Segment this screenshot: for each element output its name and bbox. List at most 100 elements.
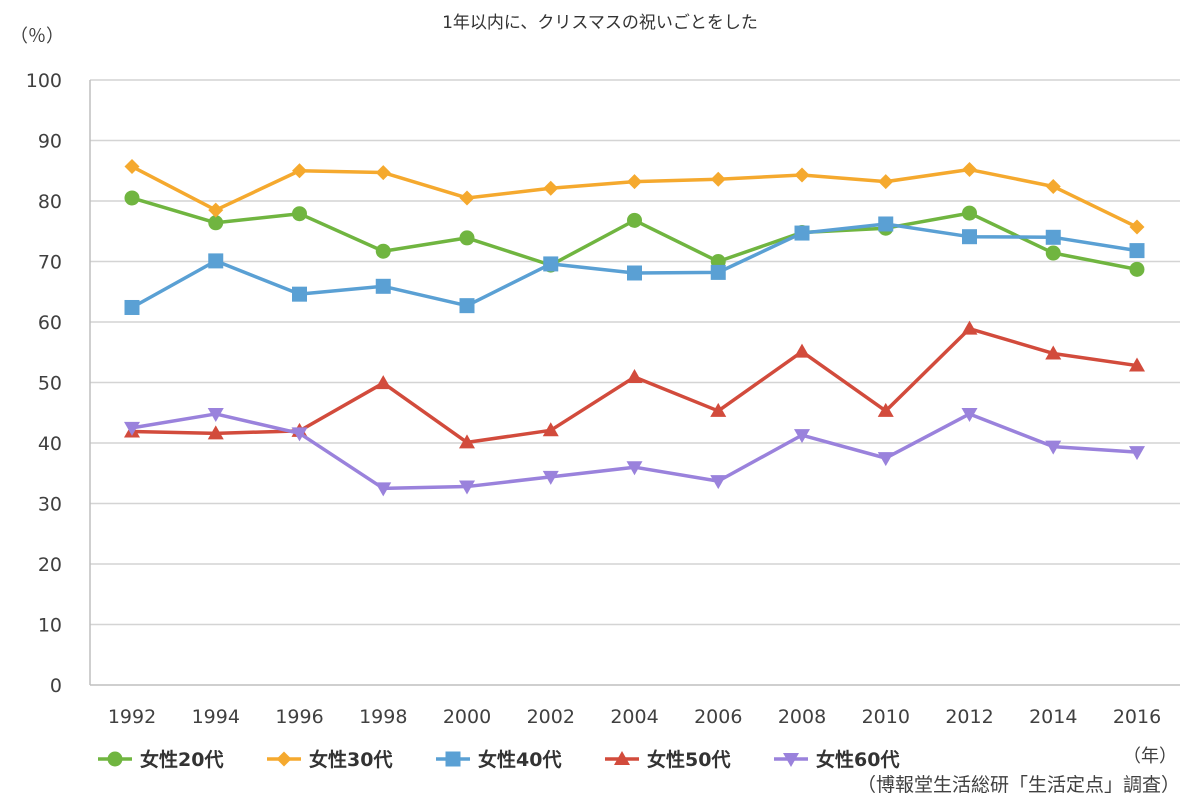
x-tick-label: 1994: [192, 706, 240, 728]
legend-marker: [107, 751, 123, 767]
data-point: [543, 256, 559, 272]
x-tick-label: 2016: [1113, 706, 1161, 728]
data-point: [962, 229, 977, 245]
x-tick-label: 2014: [1029, 706, 1077, 728]
legend-label: 女性40代: [478, 748, 561, 771]
data-point: [794, 343, 810, 358]
data-point: [375, 243, 391, 259]
data-point: [292, 286, 307, 302]
legend-marker: [445, 751, 461, 767]
legend-marker: [614, 751, 630, 765]
data-point: [627, 174, 642, 190]
data-point: [710, 475, 727, 490]
data-point: [292, 206, 307, 222]
data-point: [1045, 345, 1062, 360]
y-tick-label: 100: [26, 70, 62, 92]
data-point: [794, 429, 810, 444]
data-point: [877, 452, 894, 467]
y-tick-label: 80: [38, 191, 62, 213]
source-note: （博報堂生活総研「生活定点」調査）: [857, 774, 1180, 796]
data-point: [1045, 245, 1061, 261]
data-point: [459, 480, 475, 495]
legend-marker: [783, 753, 799, 767]
data-point: [207, 425, 224, 440]
series-line: [131, 326, 1138, 445]
y-tick-label: 20: [38, 554, 62, 576]
data-point: [626, 369, 643, 384]
data-point: [878, 216, 894, 232]
data-point: [1129, 219, 1145, 235]
data-point: [710, 264, 726, 280]
x-tick-label: 1998: [359, 706, 407, 728]
data-point: [124, 421, 140, 436]
x-tick-label: 1992: [108, 706, 156, 728]
x-tick-label: 1996: [275, 706, 323, 728]
data-point: [1129, 243, 1145, 259]
y-tick-label: 60: [38, 312, 62, 334]
y-tick-label: 70: [38, 252, 62, 274]
data-point: [710, 171, 726, 187]
data-point: [375, 278, 391, 294]
data-point: [627, 265, 642, 281]
x-tick-label: 2008: [778, 706, 826, 728]
legend-label: 女性50代: [647, 748, 730, 771]
x-tick-label: 2010: [862, 706, 910, 728]
x-tick-label: 2002: [527, 706, 575, 728]
data-point: [543, 180, 559, 196]
x-axis-unit-label: （年）: [1123, 746, 1177, 767]
data-point: [375, 375, 392, 390]
y-tick-label: 0: [50, 675, 62, 697]
data-point: [124, 159, 140, 175]
legend-label: 女性60代: [816, 748, 899, 771]
series-line: [131, 412, 1138, 491]
y-tick-label: 90: [38, 131, 62, 153]
data-point: [1129, 446, 1145, 461]
y-tick-label: 30: [38, 494, 62, 516]
data-point: [459, 434, 475, 449]
legend-item: 女性40代: [436, 748, 561, 771]
series-2: [124, 159, 1145, 235]
data-point: [1045, 440, 1062, 455]
data-point: [375, 482, 392, 497]
x-axis-ticks: 1992 1994 1996 1998 2000 2002 2004 2006 2008 2010…: [108, 706, 1161, 728]
y-tick-label: 10: [38, 615, 62, 637]
y-tick-label: 40: [38, 433, 62, 455]
x-tick-label: 2000: [443, 706, 491, 728]
series-1: [124, 190, 1145, 277]
data-point: [459, 230, 475, 246]
data-point: [124, 299, 140, 315]
chart-title: 1年以内に、クリスマスの祝いごとをした: [442, 13, 758, 33]
data-point: [962, 205, 977, 221]
data-point: [208, 202, 224, 218]
data-point: [794, 167, 810, 183]
data-point: [375, 165, 391, 181]
y-axis-ticks: 0 10 20 30 40 50 60 70 80 90 100: [26, 70, 62, 697]
data-point: [124, 190, 140, 206]
legend-marker: [276, 751, 292, 767]
x-tick-label: 2004: [610, 706, 658, 728]
data-point: [208, 253, 224, 269]
data-point: [962, 162, 977, 178]
legend-item: 女性20代: [98, 748, 223, 771]
data-point: [878, 174, 894, 190]
data-point: [542, 422, 559, 437]
data-point: [1045, 178, 1061, 194]
legend-label: 女性30代: [309, 748, 392, 771]
legend-item: 女性50代: [605, 748, 730, 771]
data-point: [1129, 261, 1145, 277]
data-point: [292, 163, 307, 179]
x-tick-label: 2006: [694, 706, 742, 728]
y-axis-unit-label: （％）: [10, 26, 64, 47]
data-point: [961, 320, 978, 335]
data-point: [459, 190, 475, 206]
data-point: [291, 427, 308, 442]
data-point: [794, 225, 810, 241]
data-point: [1129, 357, 1145, 372]
series-5: [124, 407, 1145, 497]
legend-item: 女性30代: [267, 748, 392, 771]
data-point: [207, 407, 224, 422]
legend-item: 女性60代: [774, 748, 899, 771]
y-tick-label: 50: [38, 373, 62, 395]
data-point: [961, 407, 978, 422]
